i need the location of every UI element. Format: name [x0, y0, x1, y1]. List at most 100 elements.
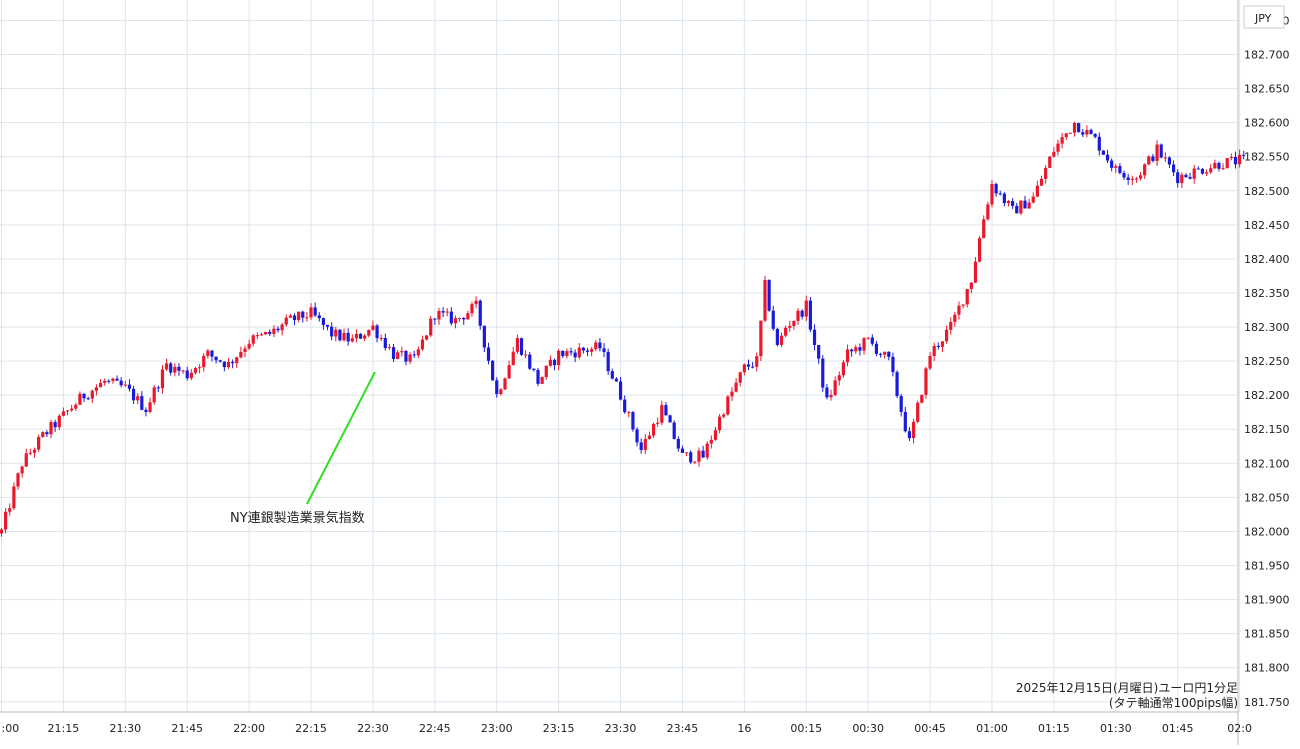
candle [1167, 156, 1172, 169]
candle [581, 346, 586, 354]
candle [231, 359, 235, 369]
candle [1163, 152, 1167, 163]
candle [916, 400, 920, 424]
candle [631, 410, 635, 432]
candle [41, 431, 45, 438]
candle [693, 461, 697, 465]
candle [845, 344, 850, 367]
candle [358, 333, 363, 340]
candle [478, 299, 482, 330]
candle [1077, 122, 1081, 133]
candle [387, 343, 392, 350]
candle [235, 356, 239, 369]
candle [614, 377, 619, 382]
candle [1044, 165, 1048, 184]
y-tick-label: 181.800 [1244, 662, 1290, 675]
candle [202, 353, 206, 372]
candle [829, 389, 833, 401]
candle [193, 366, 198, 375]
candle [643, 434, 647, 455]
candle [639, 438, 643, 454]
candle [726, 395, 730, 416]
candle [346, 328, 350, 346]
candle [1238, 149, 1242, 168]
candle [544, 365, 548, 380]
candle [90, 389, 94, 403]
candle [214, 356, 218, 364]
x-tick-label: 16 [737, 722, 751, 735]
candle [1147, 155, 1151, 166]
candle [445, 308, 449, 317]
candle [1089, 128, 1093, 135]
x-tick-label: 22:00 [233, 722, 265, 735]
y-tick-label: 182.550 [1244, 151, 1290, 164]
candle [396, 349, 400, 360]
candle [247, 339, 251, 351]
candle [590, 346, 594, 357]
x-tick-label: 23:30 [605, 722, 637, 735]
y-tick-label: 182.000 [1244, 525, 1290, 538]
candle [524, 350, 528, 359]
candle [173, 363, 177, 377]
candle [1126, 173, 1130, 185]
candle [618, 376, 623, 401]
y-tick-label: 182.700 [1244, 49, 1290, 62]
candle [1105, 149, 1110, 164]
candle [119, 377, 123, 388]
y-tick-label: 181.900 [1244, 594, 1290, 607]
candle [218, 359, 222, 363]
candle [887, 351, 891, 361]
candle [1056, 139, 1060, 156]
candle [429, 315, 433, 338]
candle [466, 310, 470, 320]
candle [1176, 169, 1180, 188]
candle [338, 329, 342, 342]
candle [239, 346, 243, 359]
candle [350, 334, 354, 343]
y-tick-label: 182.600 [1244, 117, 1290, 130]
candle [53, 419, 57, 432]
candle [45, 430, 49, 437]
candle [1134, 176, 1139, 183]
candle [1204, 169, 1209, 176]
candle [325, 324, 330, 331]
candle [804, 295, 808, 322]
candle [470, 301, 474, 317]
candle [1209, 164, 1213, 174]
candle [272, 325, 276, 338]
candle [788, 320, 792, 332]
candle [796, 308, 800, 325]
candle [1002, 192, 1006, 207]
candle [103, 378, 107, 386]
candle [379, 334, 383, 342]
candle [189, 369, 193, 381]
candle [375, 324, 379, 343]
y-tick-label: 182.100 [1244, 457, 1290, 470]
candle [1081, 129, 1085, 137]
candle [668, 414, 672, 423]
candle [94, 384, 99, 396]
candle [367, 329, 371, 338]
candle [676, 436, 680, 452]
candle [206, 348, 210, 359]
candle [635, 427, 639, 447]
candle [412, 350, 416, 358]
candle [837, 371, 841, 386]
candle [684, 452, 689, 457]
candle [994, 182, 998, 197]
candle [197, 364, 202, 374]
x-tick-label: 00:30 [852, 722, 884, 735]
y-tick-label: 182.050 [1244, 491, 1290, 504]
candle [453, 315, 458, 329]
candle [404, 349, 408, 366]
candle [321, 317, 326, 330]
currency-label-box [1243, 5, 1285, 29]
candle [1151, 153, 1155, 163]
candle [647, 431, 652, 440]
candle [755, 352, 759, 372]
candle [259, 332, 264, 336]
candle [569, 347, 573, 356]
candle [28, 448, 32, 456]
candle [660, 400, 664, 426]
